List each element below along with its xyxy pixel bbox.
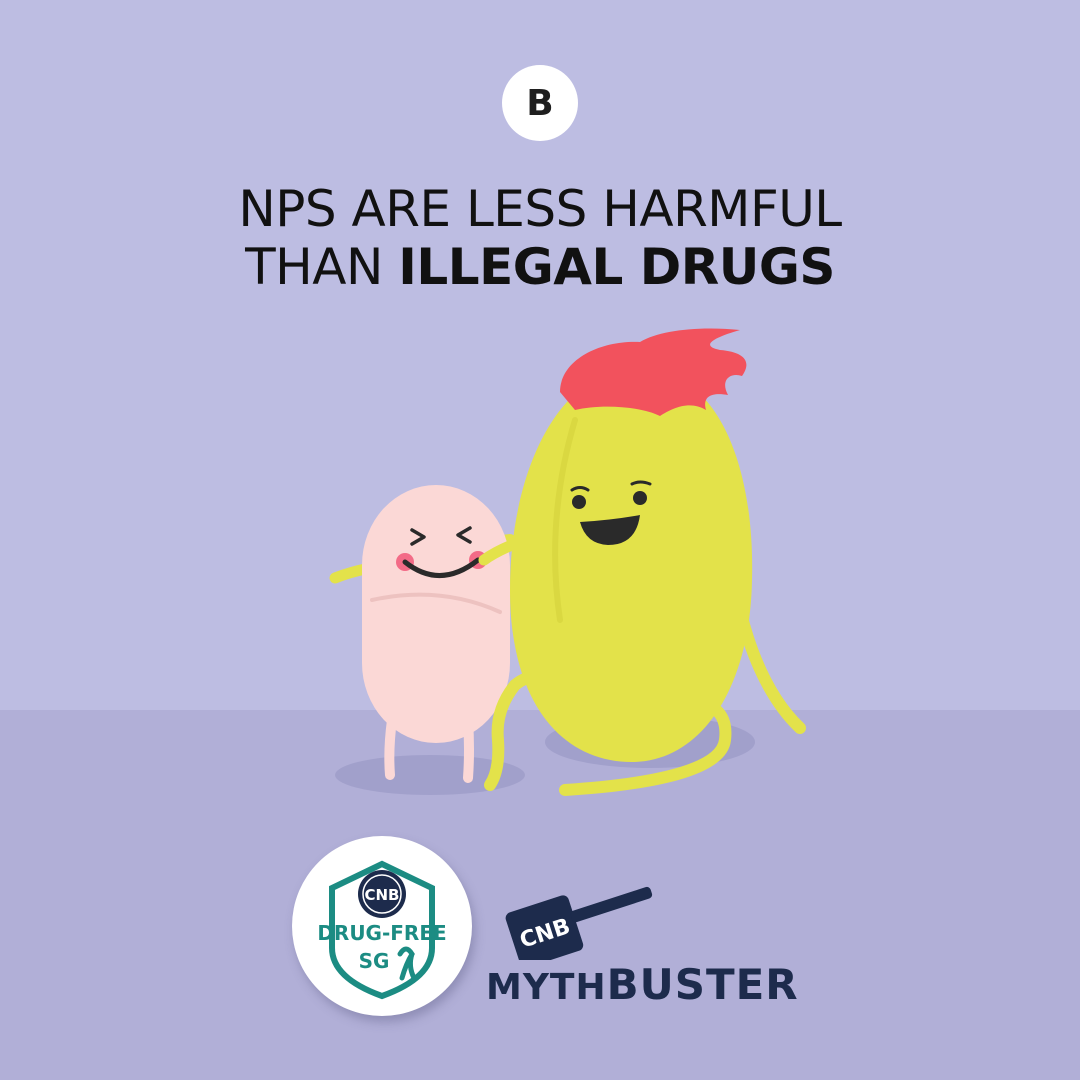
yellow-character-right-arm bbox=[734, 604, 806, 734]
myth-text: MYTH bbox=[486, 967, 607, 1008]
headline-line-1: NPS ARE LESS HARMFUL bbox=[238, 180, 842, 238]
headline-line-2: THAN ILLEGAL DRUGS bbox=[0, 238, 1080, 296]
yellow-character-front-arm bbox=[478, 539, 518, 566]
headline-line-2-bold: ILLEGAL DRUGS bbox=[398, 238, 835, 296]
pink-character-left-leg bbox=[384, 715, 397, 780]
sg-text: SG bbox=[359, 949, 390, 973]
buster-text: BUSTER bbox=[606, 960, 799, 1009]
pink-character-left-eye bbox=[410, 528, 426, 546]
drug-free-text: DRUG-FREE bbox=[317, 921, 446, 945]
yellow-character-shade bbox=[552, 417, 578, 623]
pink-character-mouth bbox=[402, 557, 481, 578]
option-letter-badge: B bbox=[502, 65, 578, 141]
yellow-character-left-brow bbox=[570, 486, 590, 492]
gavel-head bbox=[505, 895, 584, 960]
yellow-character-left-eye bbox=[572, 495, 586, 509]
ribbon-icon bbox=[397, 946, 417, 981]
cnb-circle bbox=[358, 870, 406, 918]
gavel-handle bbox=[570, 886, 653, 923]
pink-character-right-eye bbox=[456, 526, 472, 544]
floor-band bbox=[0, 710, 1080, 1080]
cnb-drug-free-sg-logo: CNB DRUG-FREE SG bbox=[292, 836, 472, 1016]
cnb-mythbuster-logo: CNB MYTHBUSTER bbox=[486, 880, 806, 1020]
mythbuster-wordmark: MYTHBUSTER bbox=[486, 960, 799, 1009]
yellow-character-mouth bbox=[580, 515, 640, 545]
yellow-character-right-eye bbox=[633, 491, 647, 505]
cnb-circle-ring bbox=[362, 874, 402, 914]
option-letter: B bbox=[526, 82, 554, 124]
cnb-circle-text: CNB bbox=[365, 886, 400, 904]
pink-character-body bbox=[362, 485, 510, 743]
headline: NPS ARE LESS HARMFUL THAN ILLEGAL DRUGS bbox=[0, 180, 1080, 296]
yellow-character-right-brow bbox=[630, 480, 652, 486]
cnb-shield-emblem: CNB DRUG-FREE SG bbox=[317, 860, 447, 1000]
yellow-character-body bbox=[510, 367, 753, 762]
yellow-character-hair bbox=[560, 328, 747, 416]
headline-line-2-regular: THAN bbox=[245, 238, 399, 296]
gavel-icon: CNB bbox=[505, 886, 653, 960]
pink-character-shadow bbox=[335, 755, 525, 795]
pink-character-arm-crease bbox=[370, 592, 502, 614]
